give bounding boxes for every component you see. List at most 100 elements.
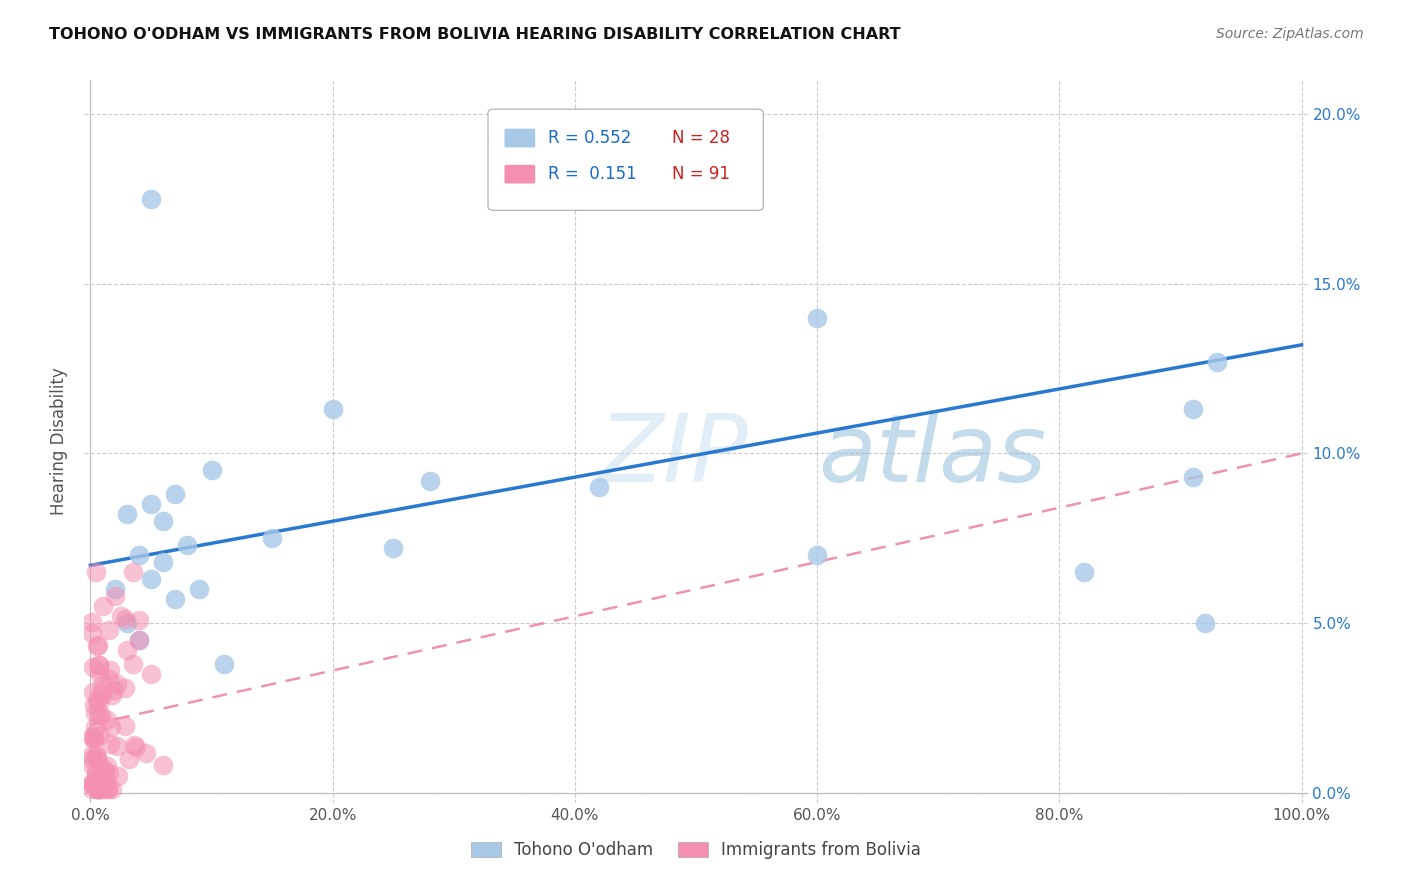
Point xyxy=(90,689,112,703)
Point xyxy=(91,766,114,780)
Point xyxy=(93,761,115,775)
Point xyxy=(89,774,111,789)
Point xyxy=(98,765,121,780)
Point xyxy=(152,514,174,528)
Point xyxy=(83,733,105,747)
Point xyxy=(135,746,157,760)
Point xyxy=(86,692,108,706)
Point xyxy=(1181,470,1204,484)
Point xyxy=(84,777,107,791)
Point xyxy=(115,643,138,657)
Point xyxy=(91,599,114,613)
Point xyxy=(82,685,104,699)
Point xyxy=(84,766,107,780)
Point xyxy=(100,688,122,702)
Point xyxy=(83,729,105,743)
Point xyxy=(90,685,112,699)
Legend: Tohono O'odham, Immigrants from Bolivia: Tohono O'odham, Immigrants from Bolivia xyxy=(471,841,921,860)
Point xyxy=(97,623,120,637)
Point xyxy=(87,774,110,789)
Point xyxy=(89,770,111,784)
Point xyxy=(84,565,107,579)
Point xyxy=(97,672,120,686)
Point xyxy=(114,612,136,626)
Point xyxy=(110,609,132,624)
Point xyxy=(104,589,127,603)
Point xyxy=(84,765,107,780)
Point xyxy=(86,750,108,764)
Point xyxy=(104,582,127,596)
Point xyxy=(86,782,108,797)
Point xyxy=(188,582,211,596)
Point xyxy=(128,632,150,647)
Point xyxy=(89,782,111,797)
Text: Source: ZipAtlas.com: Source: ZipAtlas.com xyxy=(1216,27,1364,41)
FancyBboxPatch shape xyxy=(505,166,534,183)
Point xyxy=(100,720,122,734)
Point xyxy=(97,781,120,796)
Point xyxy=(83,731,105,746)
Point xyxy=(139,572,162,586)
Point xyxy=(87,774,110,789)
Point xyxy=(115,615,138,630)
Point xyxy=(90,770,112,784)
Point xyxy=(80,782,103,797)
Point xyxy=(806,548,828,562)
Point xyxy=(139,666,162,681)
Point xyxy=(124,740,146,755)
Point xyxy=(1181,402,1204,417)
Point xyxy=(1194,615,1216,630)
Point xyxy=(87,782,110,797)
Point xyxy=(152,555,174,569)
Point xyxy=(105,739,128,754)
Text: N = 91: N = 91 xyxy=(672,165,730,183)
Point xyxy=(122,738,145,752)
Point xyxy=(83,698,105,713)
Point xyxy=(200,463,222,477)
Point xyxy=(94,765,117,780)
FancyBboxPatch shape xyxy=(488,109,763,211)
Point xyxy=(139,497,162,511)
Point xyxy=(82,626,104,640)
Point xyxy=(418,474,440,488)
Point xyxy=(89,708,111,723)
Point xyxy=(84,706,107,720)
Text: R = 0.552: R = 0.552 xyxy=(548,129,631,147)
Point xyxy=(80,776,103,790)
Point xyxy=(82,660,104,674)
Point xyxy=(97,782,120,797)
Point xyxy=(89,666,111,681)
Point xyxy=(176,538,198,552)
Point xyxy=(114,719,136,733)
Point xyxy=(80,615,103,629)
Point xyxy=(86,639,108,653)
Point xyxy=(82,778,104,792)
Point xyxy=(87,658,110,673)
Point xyxy=(1205,355,1227,369)
Point xyxy=(262,531,284,545)
Point xyxy=(128,632,150,647)
Point xyxy=(212,657,235,671)
Point xyxy=(89,696,111,710)
Point xyxy=(121,565,143,579)
Point xyxy=(128,548,150,562)
Point xyxy=(86,751,108,765)
Point xyxy=(152,758,174,772)
Point xyxy=(322,402,344,417)
Point xyxy=(80,758,103,772)
Point xyxy=(165,487,187,501)
Point xyxy=(114,681,136,695)
Point xyxy=(105,677,128,691)
Point xyxy=(80,747,103,762)
Point xyxy=(103,683,125,698)
Point xyxy=(98,737,121,751)
Text: N = 28: N = 28 xyxy=(672,129,730,147)
Point xyxy=(87,638,110,652)
Point xyxy=(115,508,138,522)
Point xyxy=(165,592,187,607)
Point xyxy=(87,782,110,797)
Text: TOHONO O'ODHAM VS IMMIGRANTS FROM BOLIVIA HEARING DISABILITY CORRELATION CHART: TOHONO O'ODHAM VS IMMIGRANTS FROM BOLIVI… xyxy=(49,27,901,42)
Point xyxy=(91,678,114,692)
Point xyxy=(84,748,107,763)
Point xyxy=(84,720,107,734)
